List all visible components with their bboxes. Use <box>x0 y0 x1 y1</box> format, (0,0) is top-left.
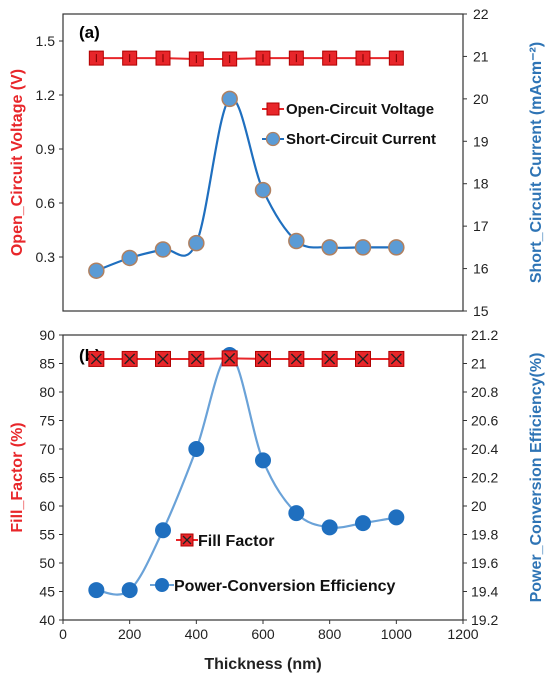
y-left-axis-label-a: Open_Circuit Voltage (V) <box>9 69 26 256</box>
legend-marker-power-conversion-efficiency <box>155 578 169 592</box>
x-tick-label: 200 <box>118 626 142 642</box>
x-tick-label: 600 <box>251 626 275 642</box>
y-left-tick-label-b: 65 <box>39 470 55 486</box>
y-right-tick-label-a: 17 <box>473 218 489 234</box>
y-left-axis-label-b: Fill_Factor (%) <box>9 422 26 532</box>
data-point-short-circuit-current <box>321 239 338 256</box>
x-tick-label: 0 <box>59 626 67 642</box>
marker-cross <box>390 353 402 365</box>
data-point-short-circuit-current <box>354 239 372 256</box>
y-right-tick-label-a: 18 <box>473 176 489 192</box>
y-right-tick-label-b: 20.4 <box>471 441 498 457</box>
x-tick-label: 400 <box>185 626 209 642</box>
y-right-tick-label-b: 19.6 <box>471 555 498 571</box>
legend-label-short-circuit-current: Short-Circuit Current <box>286 131 436 148</box>
marker-cross <box>190 353 202 365</box>
y-right-tick-label-a: 20 <box>473 91 489 107</box>
data-point-power-conversion-efficiency <box>388 509 405 526</box>
y-left-tick-label-b: 50 <box>39 555 55 571</box>
legend-marker-cross <box>182 535 192 545</box>
series-line-fill-factor <box>96 357 397 360</box>
y-left-tick-label-b: 75 <box>39 413 55 429</box>
y-right-tick-label-b: 20.8 <box>471 384 498 400</box>
data-point-short-circuit-current <box>121 249 138 267</box>
marker-cross <box>357 353 369 365</box>
data-point-short-circuit-current <box>188 234 205 252</box>
y-right-tick-label-b: 20.6 <box>471 413 498 429</box>
data-point-short-circuit-current <box>88 262 105 279</box>
data-point-power-conversion-efficiency <box>88 582 105 599</box>
y-left-tick-label-b: 55 <box>39 527 55 543</box>
y-right-tick-label-b: 21.2 <box>471 327 498 343</box>
marker-cross <box>90 353 102 365</box>
y-right-axis-label-a: Short_Circuit Current (mAcm⁻²) <box>528 42 545 283</box>
x-axis-label: Thickness (nm) <box>204 656 321 673</box>
y-left-tick-label-b: 80 <box>39 384 55 400</box>
legend-label-open-circuit-voltage: Open-Circuit Voltage <box>286 101 434 118</box>
marker-cross <box>290 353 302 365</box>
y-left-tick-label-b: 85 <box>39 356 55 372</box>
marker-cross <box>257 353 269 365</box>
data-point-short-circuit-current <box>254 181 272 199</box>
data-point-short-circuit-current <box>288 232 305 250</box>
y-right-tick-label-b: 19.8 <box>471 527 498 543</box>
data-point-power-conversion-efficiency <box>155 522 171 539</box>
y-right-tick-label-b: 19.4 <box>471 584 498 600</box>
panel-b: 40 45 50 55 60 65 70 75 80 85 90 19.2 19.4 19.6 19.8 20… <box>9 327 545 673</box>
y-right-tick-label-b: 21 <box>471 356 487 372</box>
data-point-power-conversion-efficiency <box>121 582 138 599</box>
series-line-open-circuit-voltage <box>96 57 397 60</box>
marker-cross <box>124 353 136 365</box>
legend-marker-open-circuit-voltage <box>266 102 280 116</box>
y-right-tick-label-b: 19.2 <box>471 612 498 628</box>
y-left-tick-label-a: 1.5 <box>36 33 56 49</box>
y-left-tick-label-b: 40 <box>39 612 55 628</box>
y-right-tick-label-a: 16 <box>473 261 489 277</box>
y-left-tick-label-a: 0.9 <box>36 141 56 157</box>
data-point-short-circuit-current <box>221 90 238 108</box>
data-point-short-circuit-current <box>388 239 405 256</box>
y-left-tick-label-b: 60 <box>39 498 55 514</box>
y-right-tick-label-a: 15 <box>473 303 489 319</box>
legend-marker-short-circuit-current <box>265 131 281 147</box>
y-right-tick-label-b: 20 <box>471 498 487 514</box>
data-point-power-conversion-efficiency <box>321 519 338 536</box>
legend-label-power-conversion-efficiency: Power-Conversion Efficiency <box>174 578 395 595</box>
y-right-tick-label-a: 22 <box>473 6 489 22</box>
series-line-power-conversion-efficiency <box>96 353 397 596</box>
marker-cross <box>324 353 336 365</box>
y-left-tick-label-b: 70 <box>39 441 55 457</box>
x-tick-label: 1200 <box>447 626 478 642</box>
y-left-tick-label-b: 45 <box>39 584 55 600</box>
marker-cross <box>157 353 169 365</box>
data-point-short-circuit-current <box>154 241 172 258</box>
y-left-tick-label-a: 0.6 <box>36 195 56 211</box>
y-left-tick-label-a: 0.3 <box>36 249 56 265</box>
x-tick-label: 1000 <box>381 626 412 642</box>
y-left-tick-label-b: 90 <box>39 327 55 343</box>
y-right-tick-label-a: 21 <box>473 48 489 64</box>
plot-frame-a <box>62 13 464 312</box>
y-left-tick-label-a: 1.2 <box>36 87 56 103</box>
data-point-power-conversion-efficiency <box>188 441 205 457</box>
marker-cross <box>224 352 236 364</box>
legend-label-fill-factor: Fill Factor <box>198 533 274 550</box>
y-right-axis-label-b: Power_Conversion Efficiency(%) <box>528 353 545 603</box>
data-point-power-conversion-efficiency <box>255 452 271 469</box>
x-tick-label: 800 <box>318 626 342 642</box>
data-point-power-conversion-efficiency <box>288 505 305 522</box>
panel-a: 0.3 0.6 0.9 1.2 1.5 15 16 17 18 19 20 21 22 Open_Circ… <box>9 6 545 319</box>
y-right-tick-label-a: 19 <box>473 133 489 149</box>
data-point-power-conversion-efficiency <box>355 515 371 532</box>
y-right-tick-label-b: 20.2 <box>471 470 498 486</box>
series-line-short-circuit-current <box>95 97 397 272</box>
panel-label-a: (a) <box>79 23 100 42</box>
